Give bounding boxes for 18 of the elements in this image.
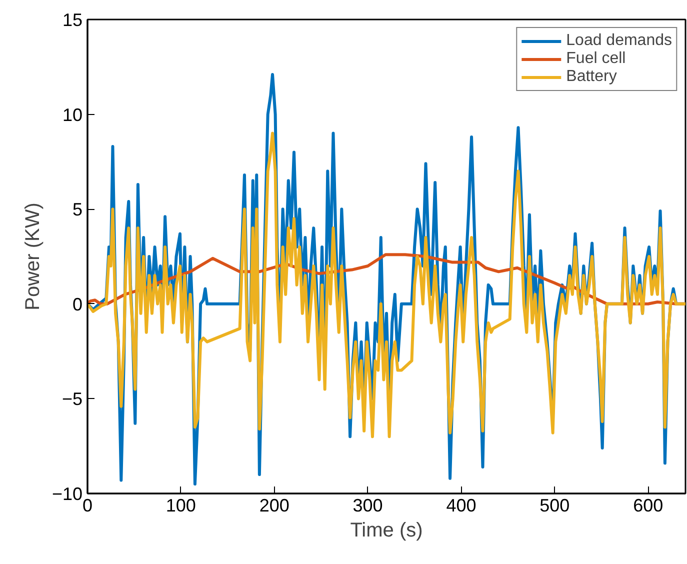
y-tick-label: 15 [62,10,83,30]
legend-label: Fuel cell [566,50,626,68]
x-tick-label: 600 [633,496,664,516]
legend-label: Battery [566,68,617,86]
y-tick-label: 0 [72,294,83,314]
y-tick-label: −10 [52,484,83,504]
x-tick-label: 400 [446,496,476,516]
x-tick-label: 300 [352,496,383,516]
y-tick-label: 5 [72,200,83,220]
line-series [88,132,686,438]
x-tick-label: 500 [540,496,570,516]
y-tick-label: 10 [62,104,83,125]
x-tick-label: 200 [259,496,290,516]
x-tick-label: 100 [166,496,196,516]
x-axis-title: Time (s) [350,520,423,542]
y-tick-label: −5 [62,389,83,410]
y-axis-title: Power (KW) [22,202,44,310]
legend-label: Load demands [566,32,672,50]
